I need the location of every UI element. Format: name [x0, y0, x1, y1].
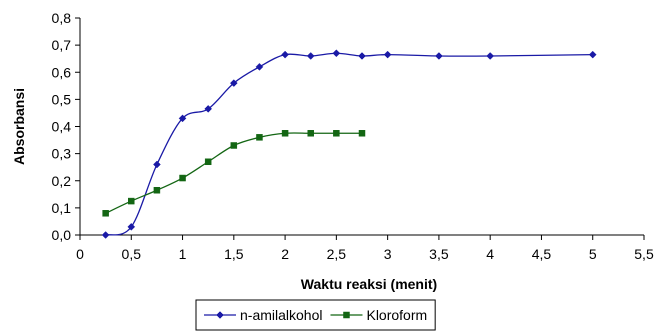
- chart-axes: [79, 18, 644, 236]
- x-tick-label: 0: [76, 246, 84, 262]
- data-point-Kloroform: [128, 197, 135, 205]
- legend-swatch-marker: [216, 311, 224, 319]
- legend-label: Kloroform: [366, 307, 427, 323]
- data-point-Kloroform: [204, 158, 212, 166]
- x-tick-label: 4,5: [532, 246, 552, 262]
- series-n-amilalkohol: [101, 49, 597, 239]
- legend-item-Kloroform: Kloroform: [330, 307, 427, 323]
- data-point-n-amilalkohol: [229, 79, 238, 87]
- data-point-n-amilalkohol: [588, 50, 597, 59]
- data-point-Kloroform: [256, 134, 263, 141]
- y-tick-label: 0,6: [52, 64, 72, 80]
- y-axis-title: Absorbansi: [11, 88, 27, 165]
- data-point-n-amilalkohol: [383, 50, 392, 59]
- data-point-Kloroform: [153, 186, 161, 194]
- legend-item-n-amilalkohol: n-amilalkohol: [204, 307, 322, 323]
- data-point-Kloroform: [307, 130, 314, 137]
- data-point-n-amilalkohol: [127, 223, 136, 231]
- data-point-n-amilalkohol: [435, 52, 443, 60]
- data-point-Kloroform: [358, 130, 366, 137]
- data-point-n-amilalkohol: [306, 52, 315, 60]
- y-tick-label: 0,0: [52, 227, 72, 243]
- x-tick-label: 3: [384, 246, 392, 262]
- data-point-n-amilalkohol: [358, 52, 366, 60]
- x-tick-label: 2: [281, 246, 289, 262]
- data-point-n-amilalkohol: [255, 62, 264, 71]
- y-tick-label: 0,8: [52, 10, 72, 26]
- x-tick-label: 1: [179, 246, 187, 262]
- series-layer: [101, 49, 597, 239]
- y-axis-ticks: 0,0 0,1 0,2 0,3 0,4 0,5 0,6 0,7 0,8: [52, 10, 80, 243]
- y-tick-label: 0,3: [52, 146, 72, 162]
- y-tick-label: 0,2: [52, 173, 72, 189]
- x-tick-label: 1,5: [224, 246, 244, 262]
- y-tick-label: 0,4: [52, 119, 72, 135]
- data-point-n-amilalkohol: [486, 52, 495, 60]
- y-tick-label: 0,7: [52, 37, 72, 53]
- series-line-n-amilalkohol: [105, 52, 593, 236]
- x-axis-title: Waktu reaksi (menit): [301, 276, 437, 292]
- x-tick-label: 0,5: [122, 246, 142, 262]
- data-point-Kloroform: [179, 174, 186, 182]
- y-tick-label: 0,1: [52, 200, 72, 216]
- x-tick-label: 4: [486, 246, 494, 262]
- legend-items: n-amilalkohol Kloroform: [204, 307, 427, 323]
- y-tick-label: 0,5: [52, 91, 72, 107]
- x-tick-label: 2,5: [327, 246, 347, 262]
- legend: n-amilalkohol Kloroform: [195, 299, 436, 331]
- legend-swatch-marker: [343, 311, 350, 319]
- data-point-n-amilalkohol: [281, 50, 289, 59]
- data-point-n-amilalkohol: [101, 231, 110, 239]
- x-tick-label: 5,5: [634, 246, 654, 262]
- data-point-n-amilalkohol: [204, 105, 213, 113]
- data-point-n-amilalkohol: [178, 114, 187, 123]
- data-point-Kloroform: [281, 130, 289, 137]
- data-point-n-amilalkohol: [153, 160, 161, 169]
- series-Kloroform: [102, 130, 366, 217]
- data-point-Kloroform: [102, 210, 109, 217]
- data-point-Kloroform: [230, 142, 238, 149]
- x-tick-label: 3,5: [429, 246, 449, 262]
- x-axis-ticks: 0 0,5 1 1,5 2 2,5 3 3,5 4 4,5 5 5,5: [76, 235, 654, 262]
- legend-label: n-amilalkohol: [240, 307, 322, 323]
- data-point-Kloroform: [333, 130, 340, 137]
- data-point-n-amilalkohol: [332, 49, 341, 58]
- x-tick-label: 5: [589, 246, 597, 262]
